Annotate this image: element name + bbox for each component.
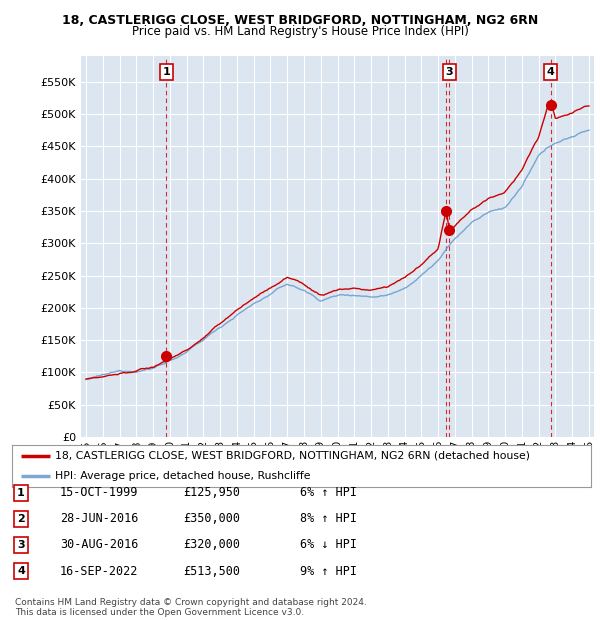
Text: 1: 1 — [163, 67, 170, 77]
Text: 18, CASTLERIGG CLOSE, WEST BRIDGFORD, NOTTINGHAM, NG2 6RN: 18, CASTLERIGG CLOSE, WEST BRIDGFORD, NO… — [62, 14, 538, 27]
Text: £125,950: £125,950 — [183, 487, 240, 499]
Text: 6% ↑ HPI: 6% ↑ HPI — [300, 487, 357, 499]
Text: 15-OCT-1999: 15-OCT-1999 — [60, 487, 139, 499]
Text: HPI: Average price, detached house, Rushcliffe: HPI: Average price, detached house, Rush… — [55, 471, 311, 481]
Text: Contains HM Land Registry data © Crown copyright and database right 2024.: Contains HM Land Registry data © Crown c… — [15, 598, 367, 607]
Text: 1: 1 — [17, 488, 25, 498]
Text: 3: 3 — [17, 540, 25, 550]
Text: £513,500: £513,500 — [183, 565, 240, 577]
Text: 28-JUN-2016: 28-JUN-2016 — [60, 513, 139, 525]
Text: £320,000: £320,000 — [183, 539, 240, 551]
Text: 16-SEP-2022: 16-SEP-2022 — [60, 565, 139, 577]
Text: 4: 4 — [17, 566, 25, 576]
Text: 4: 4 — [547, 67, 554, 77]
Text: 9% ↑ HPI: 9% ↑ HPI — [300, 565, 357, 577]
Text: 6% ↓ HPI: 6% ↓ HPI — [300, 539, 357, 551]
Text: 8% ↑ HPI: 8% ↑ HPI — [300, 513, 357, 525]
Text: 2: 2 — [17, 514, 25, 524]
Text: 30-AUG-2016: 30-AUG-2016 — [60, 539, 139, 551]
Text: Price paid vs. HM Land Registry's House Price Index (HPI): Price paid vs. HM Land Registry's House … — [131, 25, 469, 38]
Text: 3: 3 — [445, 67, 453, 77]
Text: This data is licensed under the Open Government Licence v3.0.: This data is licensed under the Open Gov… — [15, 608, 304, 617]
Text: 18, CASTLERIGG CLOSE, WEST BRIDGFORD, NOTTINGHAM, NG2 6RN (detached house): 18, CASTLERIGG CLOSE, WEST BRIDGFORD, NO… — [55, 451, 530, 461]
Text: £350,000: £350,000 — [183, 513, 240, 525]
